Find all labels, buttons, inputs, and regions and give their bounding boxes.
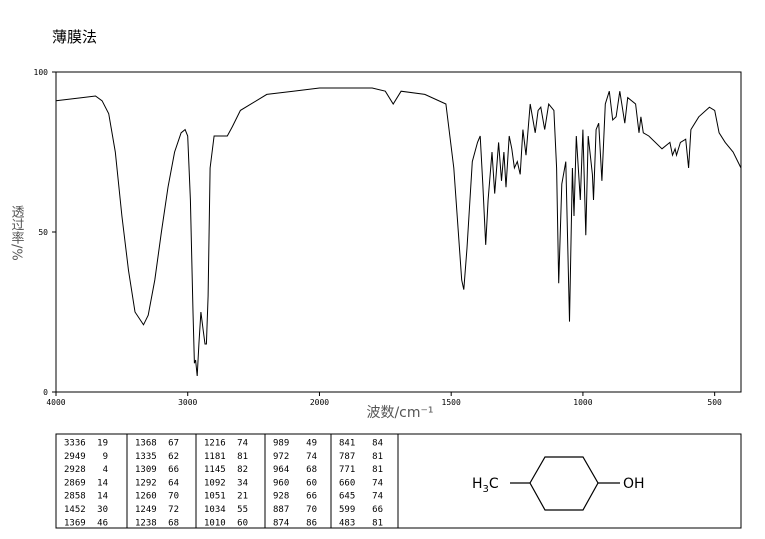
x-tick-label: 1000: [573, 398, 592, 407]
table-wavenumber: 1309: [135, 465, 157, 475]
x-tick-label: 4000: [46, 398, 65, 407]
x-tick-label: 1500: [442, 398, 461, 407]
table-value: 9: [103, 452, 108, 462]
table-dividers: [126, 434, 399, 528]
table-wavenumber: 1145: [204, 465, 226, 475]
table-value: 55: [237, 505, 248, 515]
table-value: 82: [237, 465, 248, 475]
table-value: 84: [372, 439, 383, 449]
table-wavenumber: 1051: [204, 492, 226, 502]
ring: [529, 456, 599, 511]
table-wavenumber: 1092: [204, 478, 226, 488]
atom-c: C: [489, 476, 499, 492]
table-wavenumber: 1249: [135, 505, 157, 515]
table-value: 66: [372, 505, 383, 515]
table-wavenumber: 972: [273, 452, 289, 462]
table-wavenumber: 771: [339, 465, 355, 475]
table-wavenumber: 1010: [204, 518, 226, 528]
table-value: 70: [168, 492, 179, 502]
table-wavenumber: 1181: [204, 452, 226, 462]
x-tick-label: 2000: [310, 398, 329, 407]
table-value: 74: [306, 452, 317, 462]
table-wavenumber: 599: [339, 505, 355, 515]
table-wavenumber: 2869: [64, 478, 86, 488]
table-value: 66: [168, 465, 179, 475]
plot-frame: [55, 71, 742, 393]
x-axis-label: 波数/cm⁻¹: [366, 405, 433, 421]
table-wavenumber: 2858: [64, 492, 86, 502]
table-wavenumber: 1369: [64, 518, 86, 528]
atom-label: H3C: [472, 476, 499, 495]
table-value: 19: [97, 439, 108, 449]
table-value: 68: [306, 465, 317, 475]
table-value: 74: [372, 492, 383, 502]
table-value: 34: [237, 478, 248, 488]
y-tick-label: 0: [43, 388, 48, 397]
table-wavenumber: 2928: [64, 465, 86, 475]
table-wavenumber: 1238: [135, 518, 157, 528]
table-value: 64: [168, 478, 179, 488]
table-value: 81: [372, 518, 383, 528]
table-wavenumber: 1260: [135, 492, 157, 502]
table-value: 86: [306, 518, 317, 528]
x-tick-label: 3000: [178, 398, 197, 407]
atom-label: OH: [623, 476, 645, 492]
spectrum-line: [55, 87, 742, 377]
table-value: 68: [168, 518, 179, 528]
table-wavenumber: 1368: [135, 439, 157, 449]
table-wavenumber: 841: [339, 439, 355, 449]
table-value: 74: [237, 439, 248, 449]
table-value: 21: [237, 492, 248, 502]
table-wavenumber: 1216: [204, 439, 226, 449]
y-tick-label: 100: [34, 68, 49, 77]
table-wavenumber: 874: [273, 518, 289, 528]
table-value: 14: [97, 478, 108, 488]
table-wavenumber: 964: [273, 465, 289, 475]
table-wavenumber: 1452: [64, 505, 86, 515]
table-wavenumber: 960: [273, 478, 289, 488]
table-wavenumber: 1335: [135, 452, 157, 462]
chart-title: 薄膜法: [52, 28, 97, 46]
table-wavenumber: 483: [339, 518, 355, 528]
table-value: 81: [237, 452, 248, 462]
table-value: 60: [306, 478, 317, 488]
table-wavenumber: 3336: [64, 439, 86, 449]
table-value: 81: [372, 465, 383, 475]
table-wavenumber: 928: [273, 492, 289, 502]
table-value: 14: [97, 492, 108, 502]
y-tick-label: 50: [38, 228, 48, 237]
table-value: 72: [168, 505, 179, 515]
table-wavenumber: 660: [339, 478, 355, 488]
y-axis-label: 透过率/%: [9, 205, 25, 261]
subscript: 3: [483, 484, 489, 495]
table-wavenumber: 887: [273, 505, 289, 515]
table-value: 67: [168, 439, 179, 449]
atom-h: H: [472, 476, 483, 492]
table-value: 30: [97, 505, 108, 515]
x-tick-label: 500: [707, 398, 722, 407]
table-value: 62: [168, 452, 179, 462]
table-wavenumber: 1292: [135, 478, 157, 488]
structure-drawing: [510, 456, 620, 511]
table-value: 66: [306, 492, 317, 502]
table-value: 60: [237, 518, 248, 528]
table-value: 4: [103, 465, 108, 475]
table-value: 70: [306, 505, 317, 515]
table-wavenumber: 645: [339, 492, 355, 502]
table-value: 74: [372, 478, 383, 488]
table-wavenumber: 787: [339, 452, 355, 462]
table-wavenumber: 1034: [204, 505, 226, 515]
table-value: 46: [97, 518, 108, 528]
table-wavenumber: 989: [273, 439, 289, 449]
table-wavenumber: 2949: [64, 452, 86, 462]
table-value: 81: [372, 452, 383, 462]
table-value: 49: [306, 439, 317, 449]
